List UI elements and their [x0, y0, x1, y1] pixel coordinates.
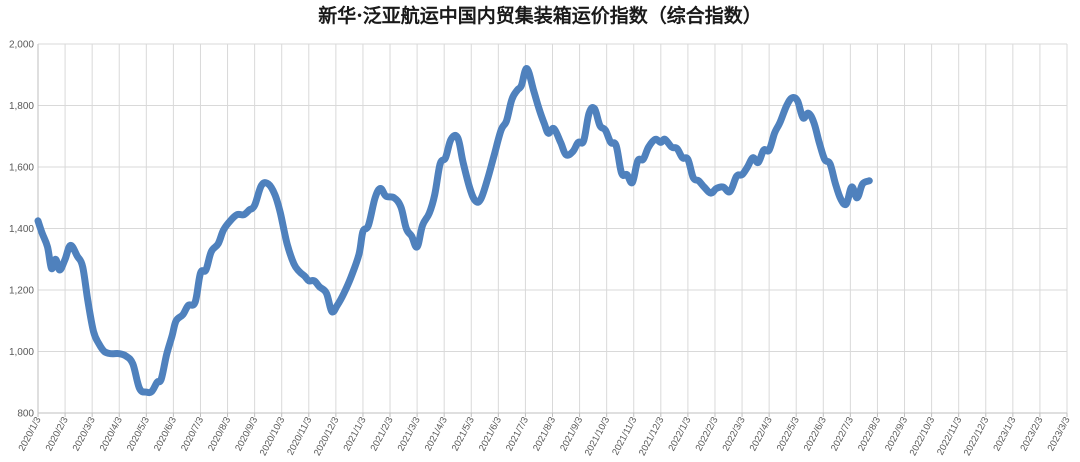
y-tick-label: 1,800	[9, 101, 34, 112]
series-line	[34, 65, 873, 397]
chart-title: 新华·泛亚航运中国内贸集装箱运价指数（综合指数）	[318, 4, 762, 27]
y-tick-label: 800	[17, 409, 34, 420]
x-tick-label: 2020/9/3	[233, 415, 260, 453]
x-tick-labels: 2020/1/3 2020/2/3 2020/3/3 2020/4/3 2020/5/3…	[17, 415, 1073, 457]
x-tick-label: 2021/11/3	[610, 415, 639, 457]
x-tick-label: 2022/12/3	[962, 415, 992, 457]
x-tick-label: 2021/2/3	[369, 415, 396, 453]
y-tick-label: 1,200	[9, 286, 34, 297]
x-tick-label: 2020/5/3	[125, 415, 152, 453]
x-tick-label: 2020/11/3	[285, 415, 314, 457]
x-tick-label: 2022/6/3	[802, 415, 829, 453]
x-tick-label: 2021/5/3	[450, 415, 477, 453]
x-tick-label: 2021/3/3	[396, 415, 423, 453]
x-tick-label: 2022/10/3	[908, 415, 938, 457]
x-tick-label: 2022/5/3	[775, 415, 802, 453]
x-tick-label: 2020/12/3	[312, 415, 342, 457]
series-lines	[34, 65, 873, 397]
x-tick-label: 2021/12/3	[637, 415, 667, 457]
x-tick-label: 2021/7/3	[504, 415, 531, 453]
x-tick-label: 2021/9/3	[558, 415, 585, 453]
x-tick-label: 2020/3/3	[71, 415, 98, 453]
x-tick-label: 2020/7/3	[179, 415, 206, 453]
x-tick-label: 2021/4/3	[423, 415, 450, 453]
y-tick-label: 1,400	[9, 224, 34, 235]
x-tick-label: 2022/2/3	[694, 415, 721, 453]
x-tick-label: 2022/8/3	[856, 415, 883, 453]
x-tick-label: 2023/1/3	[991, 415, 1018, 453]
x-tick-label: 2022/3/3	[721, 415, 748, 453]
y-tick-label: 1,000	[9, 347, 34, 358]
x-tick-label: 2020/4/3	[98, 415, 125, 453]
x-tick-label: 2021/10/3	[583, 415, 613, 457]
x-tick-label: 2021/6/3	[477, 415, 504, 453]
x-tick-label: 2022/11/3	[935, 415, 964, 457]
x-tick-label: 2020/10/3	[258, 415, 288, 457]
x-tick-label: 2022/1/3	[666, 415, 693, 453]
vertical-gridlines	[37, 44, 1068, 413]
x-tick-label: 2023/2/3	[1018, 415, 1045, 453]
x-tick-label: 2020/8/3	[206, 415, 233, 453]
x-tick-label: 2020/1/3	[17, 415, 44, 453]
x-tick-label: 2021/8/3	[531, 415, 558, 453]
x-tick-label: 2021/1/3	[342, 415, 369, 453]
x-tick-label: 2022/4/3	[748, 415, 775, 453]
x-tick-label: 2022/9/3	[883, 415, 910, 453]
x-tick-label: 2022/7/3	[829, 415, 856, 453]
y-tick-label: 2,000	[9, 40, 34, 51]
y-tick-label: 1,600	[9, 163, 34, 174]
x-tick-label: 2020/2/3	[44, 415, 71, 453]
x-tick-label: 2023/3/3	[1046, 415, 1073, 453]
y-tick-labels: 800 1,000 1,200 1,400 1,600 1,800 2,000	[9, 40, 34, 420]
x-tick-label: 2020/6/3	[152, 415, 179, 453]
